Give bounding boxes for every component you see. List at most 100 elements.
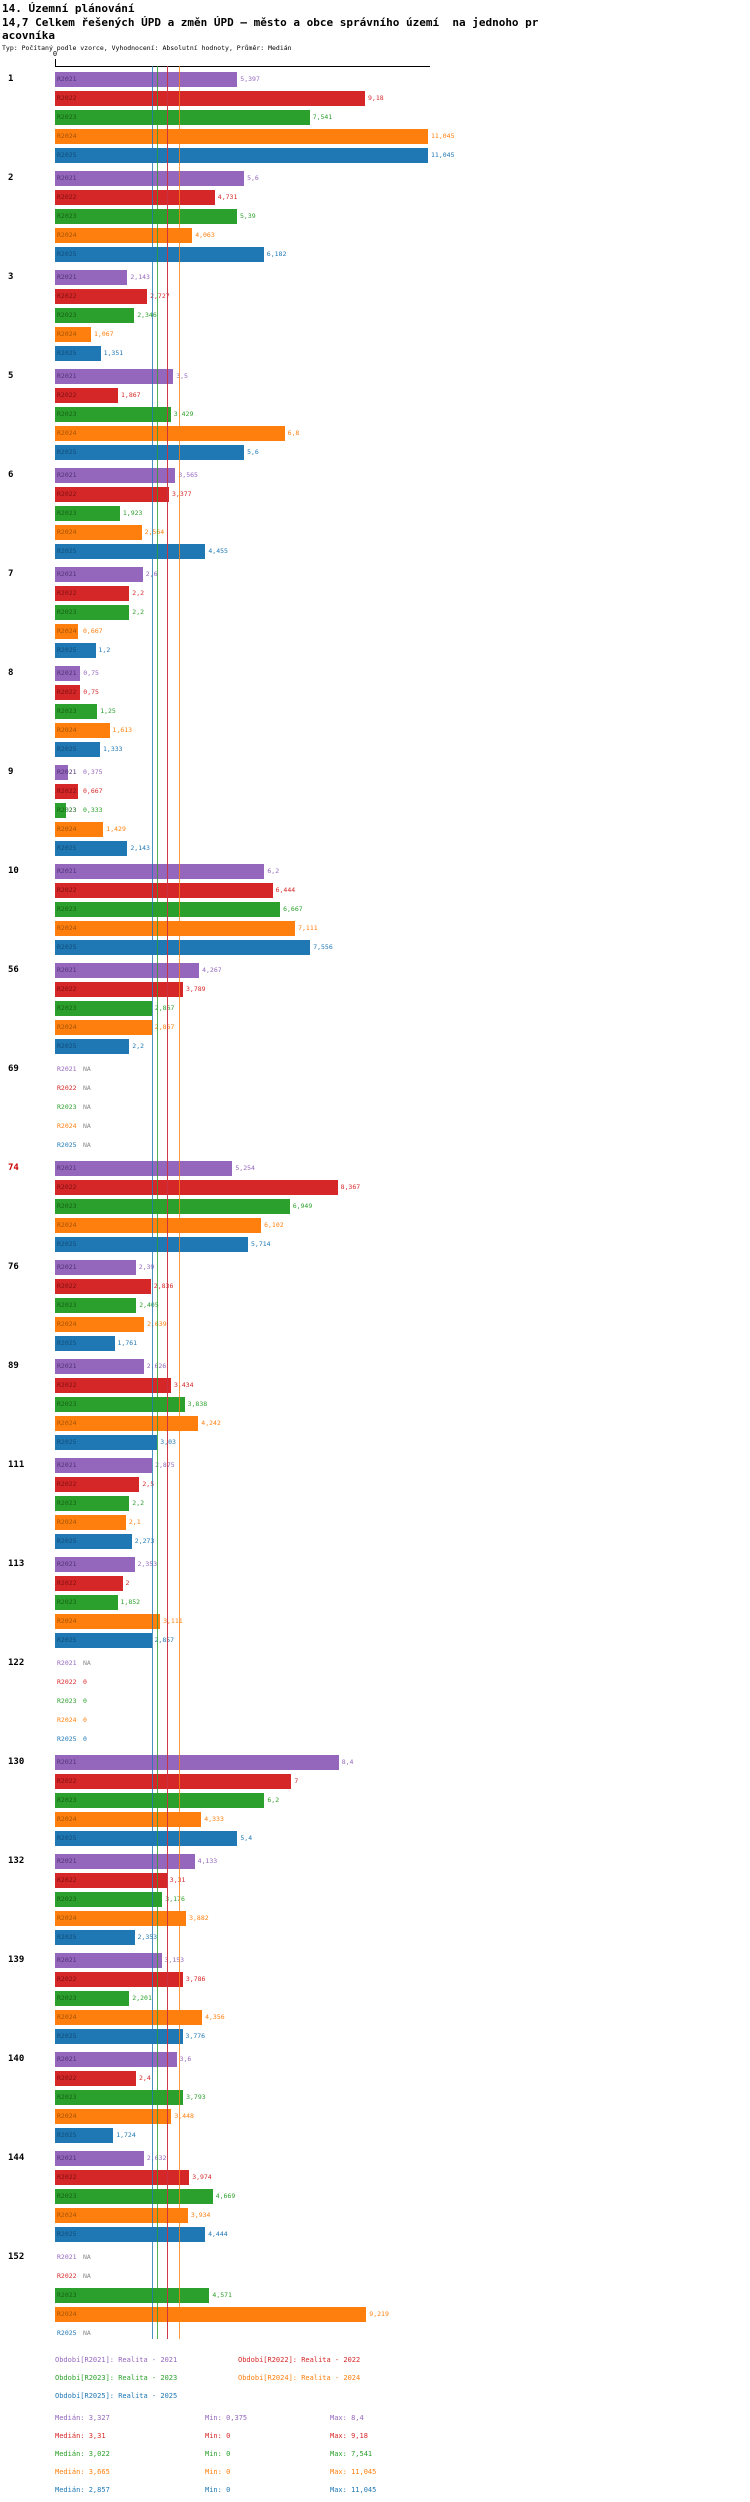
bar-R2021[interactable] — [55, 2151, 144, 2166]
bar-R2021[interactable] — [55, 369, 174, 384]
bar-R2022[interactable] — [55, 1873, 167, 1888]
bar-R2025[interactable] — [55, 1336, 115, 1351]
bar-R2021[interactable] — [55, 567, 143, 582]
bar-R2022[interactable] — [55, 388, 118, 403]
bar-R2021[interactable] — [55, 72, 238, 87]
bar-R2023[interactable] — [55, 1199, 290, 1214]
bar-R2025[interactable] — [55, 544, 206, 559]
bar-R2022[interactable] — [55, 2071, 136, 2086]
bar-R2021[interactable] — [55, 468, 176, 483]
bar-R2022[interactable] — [55, 289, 148, 304]
bar-R2023[interactable] — [55, 308, 135, 323]
bar-R2024[interactable] — [55, 1614, 161, 1629]
bar-R2021[interactable] — [55, 2052, 177, 2067]
bar-R2023[interactable] — [55, 407, 171, 422]
bar-R2025[interactable] — [55, 1633, 152, 1648]
bar-R2023[interactable] — [55, 704, 98, 719]
bar-R2023[interactable] — [55, 1298, 137, 1313]
bar-R2024[interactable] — [55, 2109, 172, 2124]
bar-R2025[interactable] — [55, 940, 311, 955]
bar-R2024[interactable] — [55, 1317, 145, 1332]
bar-R2023[interactable] — [55, 803, 67, 818]
bar-R2024[interactable] — [55, 129, 428, 144]
bar-R2021[interactable] — [55, 765, 68, 780]
bar-R2025[interactable] — [55, 1831, 238, 1846]
bar-R2025[interactable] — [55, 1930, 135, 1945]
bar-R2022[interactable] — [55, 2170, 190, 2185]
bar-R2022[interactable] — [55, 784, 78, 799]
bar-R2024[interactable] — [55, 921, 296, 936]
bar-R2025[interactable] — [55, 445, 245, 460]
bar-R2023[interactable] — [55, 1595, 118, 1610]
bar-R2024[interactable] — [55, 624, 78, 639]
bar-R2022[interactable] — [55, 1279, 151, 1294]
bar-R2024[interactable] — [55, 723, 110, 738]
bar-R2022[interactable] — [55, 1180, 338, 1195]
bar-R2021[interactable] — [55, 1458, 153, 1473]
bar-value-label: 0,375 — [83, 768, 103, 776]
bar-R2025[interactable] — [55, 247, 264, 262]
bar-R2021[interactable] — [55, 1359, 144, 1374]
bar-R2024[interactable] — [55, 822, 104, 837]
bar-R2024[interactable] — [55, 525, 142, 540]
bar-R2025[interactable] — [55, 1534, 132, 1549]
bar-R2022[interactable] — [55, 982, 183, 997]
bar-value-label: 1,867 — [121, 391, 141, 399]
bar-R2024[interactable] — [55, 1515, 126, 1530]
bar-R2024[interactable] — [55, 1020, 152, 1035]
bar-R2022[interactable] — [55, 883, 273, 898]
bar-R2025[interactable] — [55, 1039, 130, 1054]
bar-R2021[interactable] — [55, 666, 81, 681]
bar-R2022[interactable] — [55, 1378, 171, 1393]
bar-R2021[interactable] — [55, 1854, 195, 1869]
bar-R2021[interactable] — [55, 171, 245, 186]
bar-R2023[interactable] — [55, 605, 130, 620]
bar-R2025[interactable] — [55, 2128, 114, 2143]
bar-R2025[interactable] — [55, 346, 101, 361]
bar-R2023[interactable] — [55, 1991, 130, 2006]
bar-R2025[interactable] — [55, 148, 428, 163]
bar-R2021[interactable] — [55, 270, 128, 285]
bar-R2022[interactable] — [55, 1774, 292, 1789]
bar-R2023[interactable] — [55, 1892, 163, 1907]
bar-R2023[interactable] — [55, 209, 237, 224]
bar-R2021[interactable] — [55, 1161, 233, 1176]
bar-R2023[interactable] — [55, 1793, 265, 1808]
bar-R2025[interactable] — [55, 643, 96, 658]
bar-R2022[interactable] — [55, 1972, 183, 1987]
bar-R2024[interactable] — [55, 327, 91, 342]
bar-R2022[interactable] — [55, 1477, 140, 1492]
bar-R2021[interactable] — [55, 963, 200, 978]
bar-R2024[interactable] — [55, 2208, 188, 2223]
bar-R2023[interactable] — [55, 2288, 210, 2303]
bar-R2022[interactable] — [55, 685, 81, 700]
bar-R2021[interactable] — [55, 1557, 135, 1572]
bar-R2023[interactable] — [55, 2090, 184, 2105]
bar-R2025[interactable] — [55, 2029, 183, 2044]
bar-R2022[interactable] — [55, 91, 365, 106]
bar-R2023[interactable] — [55, 110, 310, 125]
bar-R2024[interactable] — [55, 2307, 367, 2322]
bar-R2025[interactable] — [55, 1435, 158, 1450]
bar-R2022[interactable] — [55, 487, 169, 502]
bar-R2021[interactable] — [55, 1953, 162, 1968]
bar-R2025[interactable] — [55, 742, 100, 757]
bar-R2021[interactable] — [55, 864, 265, 879]
bar-R2023[interactable] — [55, 506, 120, 521]
bar-R2025[interactable] — [55, 2227, 206, 2242]
bar-R2021[interactable] — [55, 1755, 339, 1770]
bar-R2024[interactable] — [55, 1416, 199, 1431]
bar-R2022[interactable] — [55, 1576, 123, 1591]
bar-value-label: 1,852 — [120, 1598, 141, 1606]
bar-R2022[interactable] — [55, 586, 130, 601]
bar-R2021[interactable] — [55, 1260, 136, 1275]
bar-R2024[interactable] — [55, 2010, 203, 2025]
bar-R2023[interactable] — [55, 1496, 130, 1511]
bar-R2022[interactable] — [55, 190, 215, 205]
bar-R2024[interactable] — [55, 1812, 202, 1827]
bar-R2025[interactable] — [55, 841, 128, 856]
bar-R2023[interactable] — [55, 2189, 213, 2204]
bar-R2024[interactable] — [55, 1911, 187, 1926]
bar-R2024[interactable] — [55, 426, 285, 441]
bar-R2023[interactable] — [55, 1001, 152, 1016]
